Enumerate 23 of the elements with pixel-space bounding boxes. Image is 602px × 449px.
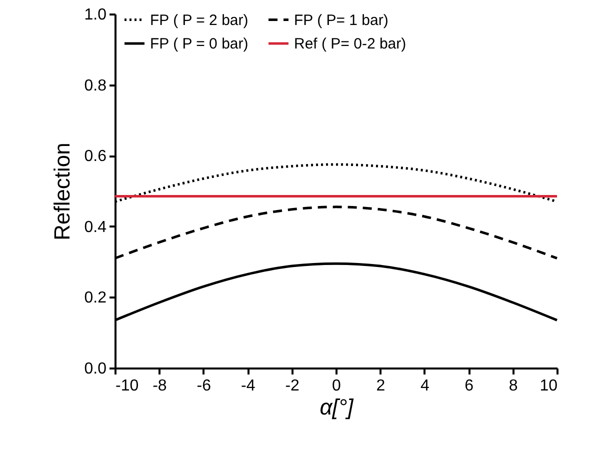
- y-tick-label: 0.6: [84, 148, 107, 166]
- x-tick-label: 2: [376, 378, 386, 394]
- y-axis-title: Reflection: [49, 142, 74, 240]
- x-axis-title: α[°]: [320, 394, 354, 420]
- x-tick-label: 0: [332, 378, 342, 394]
- legend-label: FP ( P= 1 bar): [294, 12, 388, 29]
- legend-label: FP ( P = 0 bar): [150, 36, 248, 52]
- x-tick-label: 10: [540, 378, 558, 394]
- x-tick-label: 8: [508, 378, 518, 394]
- x-tick-label: 4: [420, 378, 430, 394]
- legend-label: FP ( P = 2 bar): [150, 12, 248, 29]
- y-tick-label: 0.2: [84, 290, 107, 307]
- y-tick-label: 0.8: [84, 77, 107, 94]
- y-tick-label: 1.0: [84, 6, 107, 24]
- x-tick-label: -8: [152, 378, 167, 394]
- y-tick-label: 0.0: [84, 360, 107, 378]
- x-tick-label: -2: [285, 378, 300, 394]
- x-tick-label: -6: [196, 378, 212, 394]
- x-tick-label: 6: [464, 378, 474, 394]
- y-tick-label: 0.4: [84, 218, 107, 236]
- x-tick-label: -4: [240, 378, 256, 394]
- legend-label: Ref ( P= 0-2 bar): [294, 36, 406, 52]
- x-tick-label: -10: [116, 378, 139, 394]
